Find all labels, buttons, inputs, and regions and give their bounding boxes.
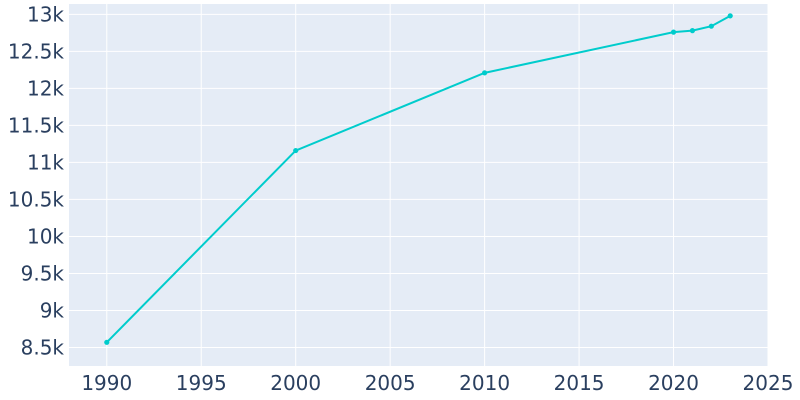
- data-point[interactable]: [727, 13, 733, 19]
- y-axis-tick-labels: 8.5k 9k 9.5k 10k 10.5k 11k 11.5k 12k 12.5k 13k: [8, 2, 65, 359]
- y-tick-label: 8.5k: [21, 335, 65, 359]
- data-point[interactable]: [293, 147, 299, 154]
- x-axis-tick-labels: 1990 1995 2000 2005 2010 2015 2020 2025: [81, 371, 793, 395]
- data-point[interactable]: [670, 29, 677, 35]
- x-tick-label: 2005: [365, 371, 416, 395]
- series-layer: [104, 13, 733, 345]
- x-tick-label: 2025: [743, 371, 794, 395]
- x-tick-label: 1990: [81, 371, 132, 395]
- x-tick-label: 1995: [176, 371, 227, 395]
- data-point[interactable]: [104, 339, 110, 345]
- data-point[interactable]: [708, 23, 714, 29]
- y-tick-label: 9k: [40, 298, 65, 322]
- x-gridlines: [106, 4, 769, 366]
- x-tick-label: 2015: [554, 371, 605, 395]
- y-tick-label: 11.5k: [8, 113, 65, 137]
- y-tick-label: 12k: [27, 76, 64, 100]
- data-point[interactable]: [689, 28, 696, 34]
- y-gridlines: [69, 13, 768, 348]
- data-point[interactable]: [482, 70, 488, 76]
- plot-area: [69, 4, 768, 366]
- y-tick-label: 13k: [27, 2, 64, 26]
- y-tick-label: 11k: [27, 150, 64, 174]
- x-tick-label: 2010: [459, 371, 510, 395]
- x-tick-label: 2000: [270, 371, 321, 395]
- y-tick-label: 10.5k: [8, 187, 65, 211]
- y-tick-label: 12.5k: [8, 39, 65, 63]
- y-tick-label: 9.5k: [21, 261, 65, 285]
- x-tick-label: 2020: [648, 371, 699, 395]
- y-tick-label: 10k: [27, 224, 64, 248]
